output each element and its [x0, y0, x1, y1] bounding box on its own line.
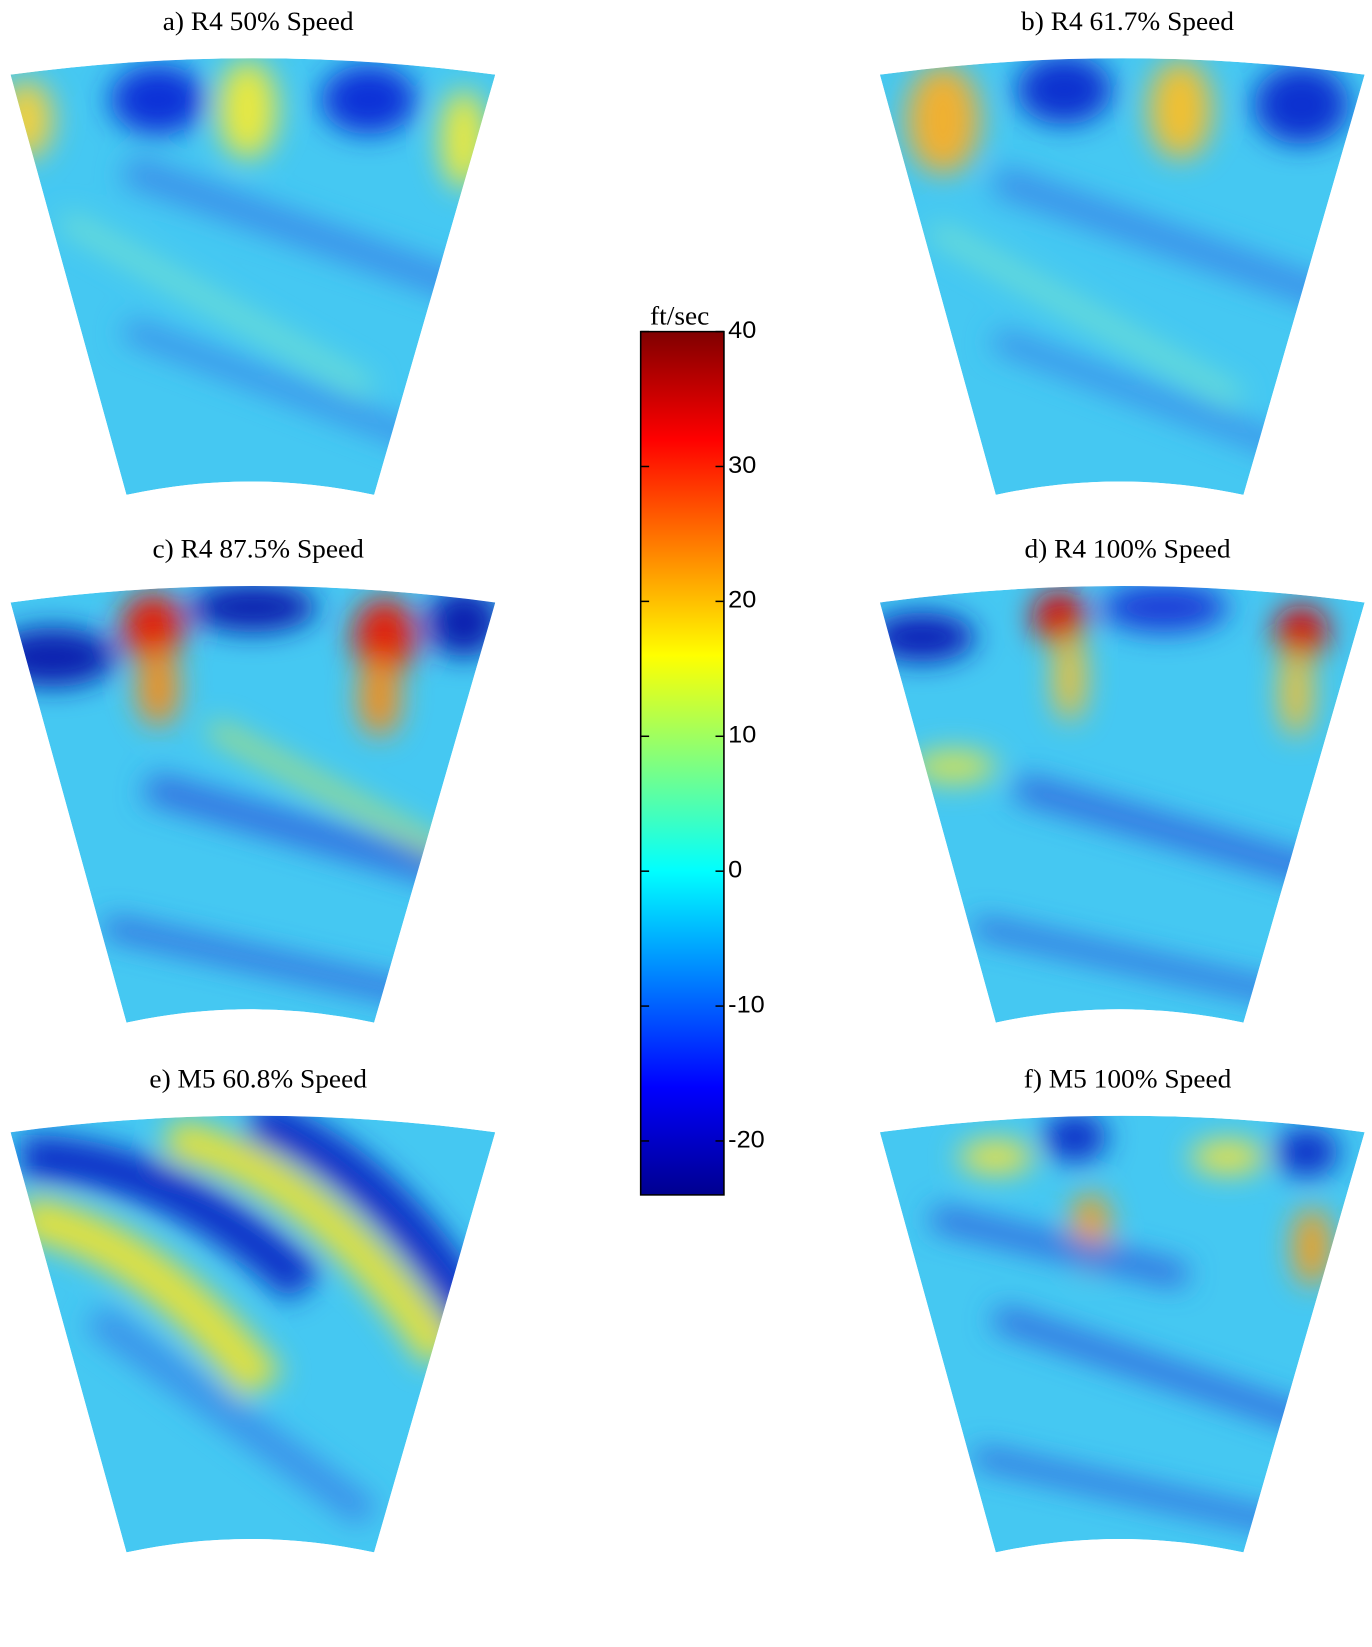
panel: f) M5 100% Speed	[879, 1064, 1365, 1553]
tick-label: 20	[728, 587, 756, 613]
panel: a) R4 50% Speed	[10, 7, 496, 495]
panel: c) R4 87.5% Speed	[10, 534, 496, 1023]
panel-title: d) R4 100% Speed	[1024, 534, 1230, 563]
colorbar-label: ft/sec	[650, 301, 709, 330]
colorbar	[639, 330, 725, 1196]
tick-label: 40	[728, 318, 756, 344]
colorbar-ticks: -20 -10 0 10 20 30 40	[640, 318, 765, 1153]
panel: b) R4 61.7% Speed	[879, 7, 1365, 495]
tick-label: 0	[728, 857, 742, 883]
tick-label: 30	[728, 452, 756, 478]
panel: e) M5 60.8% Speed	[10, 1064, 496, 1553]
panel: d) R4 100% Speed	[879, 534, 1365, 1023]
panel-title: b) R4 61.7% Speed	[1021, 7, 1234, 36]
tick-label: 10	[728, 722, 756, 748]
panel-title: f) M5 100% Speed	[1024, 1064, 1232, 1093]
tick-label: -10	[728, 992, 765, 1018]
tick-label: -20	[728, 1127, 765, 1153]
panel-title: c) R4 87.5% Speed	[152, 534, 363, 563]
panel-title: e) M5 60.8% Speed	[149, 1064, 367, 1093]
panel-title: a) R4 50% Speed	[163, 7, 354, 36]
